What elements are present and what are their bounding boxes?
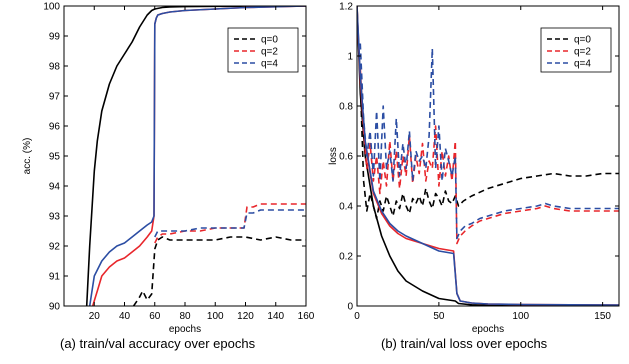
caption-a: (a) train/val accuracy over epochs (60, 336, 256, 351)
x-tick-label-b-3: 150 (594, 311, 611, 322)
legend-label-a-1: q=2 (261, 47, 278, 58)
x-tick-label-a-4: 100 (207, 311, 224, 322)
x-tick-label-b-0: 0 (354, 311, 360, 322)
y-tick-label-a-10: 100 (43, 2, 60, 13)
series-b-q=4-val (359, 43, 619, 240)
y-tick-label-a-2: 92 (49, 242, 61, 253)
x-tick-label-a-5: 120 (237, 311, 254, 322)
y-tick-label-a-9: 99 (49, 32, 61, 43)
y-tick-label-a-5: 95 (49, 152, 61, 163)
y-tick-label-b-4: 0.8 (339, 102, 353, 113)
plot-area-a (85, 6, 306, 306)
legend-label-a-2: q=4 (261, 59, 278, 70)
series-b-q=2-val (359, 68, 619, 245)
x-tick-label-a-0: 20 (89, 311, 101, 322)
x-tick-label-b-1: 50 (433, 311, 445, 322)
series-b-q=0-train (357, 6, 619, 306)
y-tick-label-b-2: 0.4 (339, 202, 353, 213)
x-axis-label-b: epochs (472, 324, 504, 335)
plot-area-b (357, 6, 619, 306)
x-tick-label-a-1: 40 (119, 311, 131, 322)
caption-b: (b) train/val loss over epochs (381, 336, 548, 351)
y-tick-label-b-5: 1 (347, 52, 353, 63)
y-axis-label-a: acc. (%) (22, 138, 33, 175)
y-tick-label-a-4: 94 (49, 182, 61, 193)
legend-label-b-0: q=0 (574, 35, 591, 46)
x-axis-label-a: epochs (169, 324, 201, 335)
y-tick-label-b-1: 0.2 (339, 252, 353, 263)
legend-label-b-2: q=4 (574, 59, 591, 70)
x-tick-label-a-6: 140 (267, 311, 284, 322)
legend-label-b-1: q=2 (574, 47, 591, 58)
y-tick-label-a-6: 96 (49, 122, 61, 133)
y-tick-label-b-6: 1.2 (339, 2, 353, 13)
series-b-q=4-train (357, 6, 619, 306)
x-tick-label-a-2: 60 (149, 311, 161, 322)
y-tick-label-a-8: 98 (49, 62, 61, 73)
legend-label-a-0: q=0 (261, 35, 278, 46)
series-a-q=4-val (154, 209, 306, 238)
series-a-q=0-val (132, 236, 306, 306)
y-axis-label-b: loss (328, 147, 339, 165)
series-a-q=0-train (85, 6, 306, 306)
y-tick-label-b-0: 0 (347, 302, 353, 313)
x-tick-label-a-3: 80 (179, 311, 191, 322)
series-a-q=2-val (154, 203, 306, 244)
series-b-q=0-val (359, 80, 619, 220)
x-tick-label-a-7: 160 (298, 311, 315, 322)
legend-b (540, 27, 612, 73)
y-tick-label-a-1: 91 (49, 272, 61, 283)
y-tick-label-a-0: 90 (49, 302, 61, 313)
series-a-q=4-train (88, 6, 306, 306)
legend-a (227, 27, 299, 73)
y-tick-label-a-3: 93 (49, 212, 61, 223)
x-tick-label-b-2: 100 (512, 311, 529, 322)
y-tick-label-a-7: 97 (49, 92, 61, 103)
y-tick-label-b-3: 0.6 (339, 152, 353, 163)
